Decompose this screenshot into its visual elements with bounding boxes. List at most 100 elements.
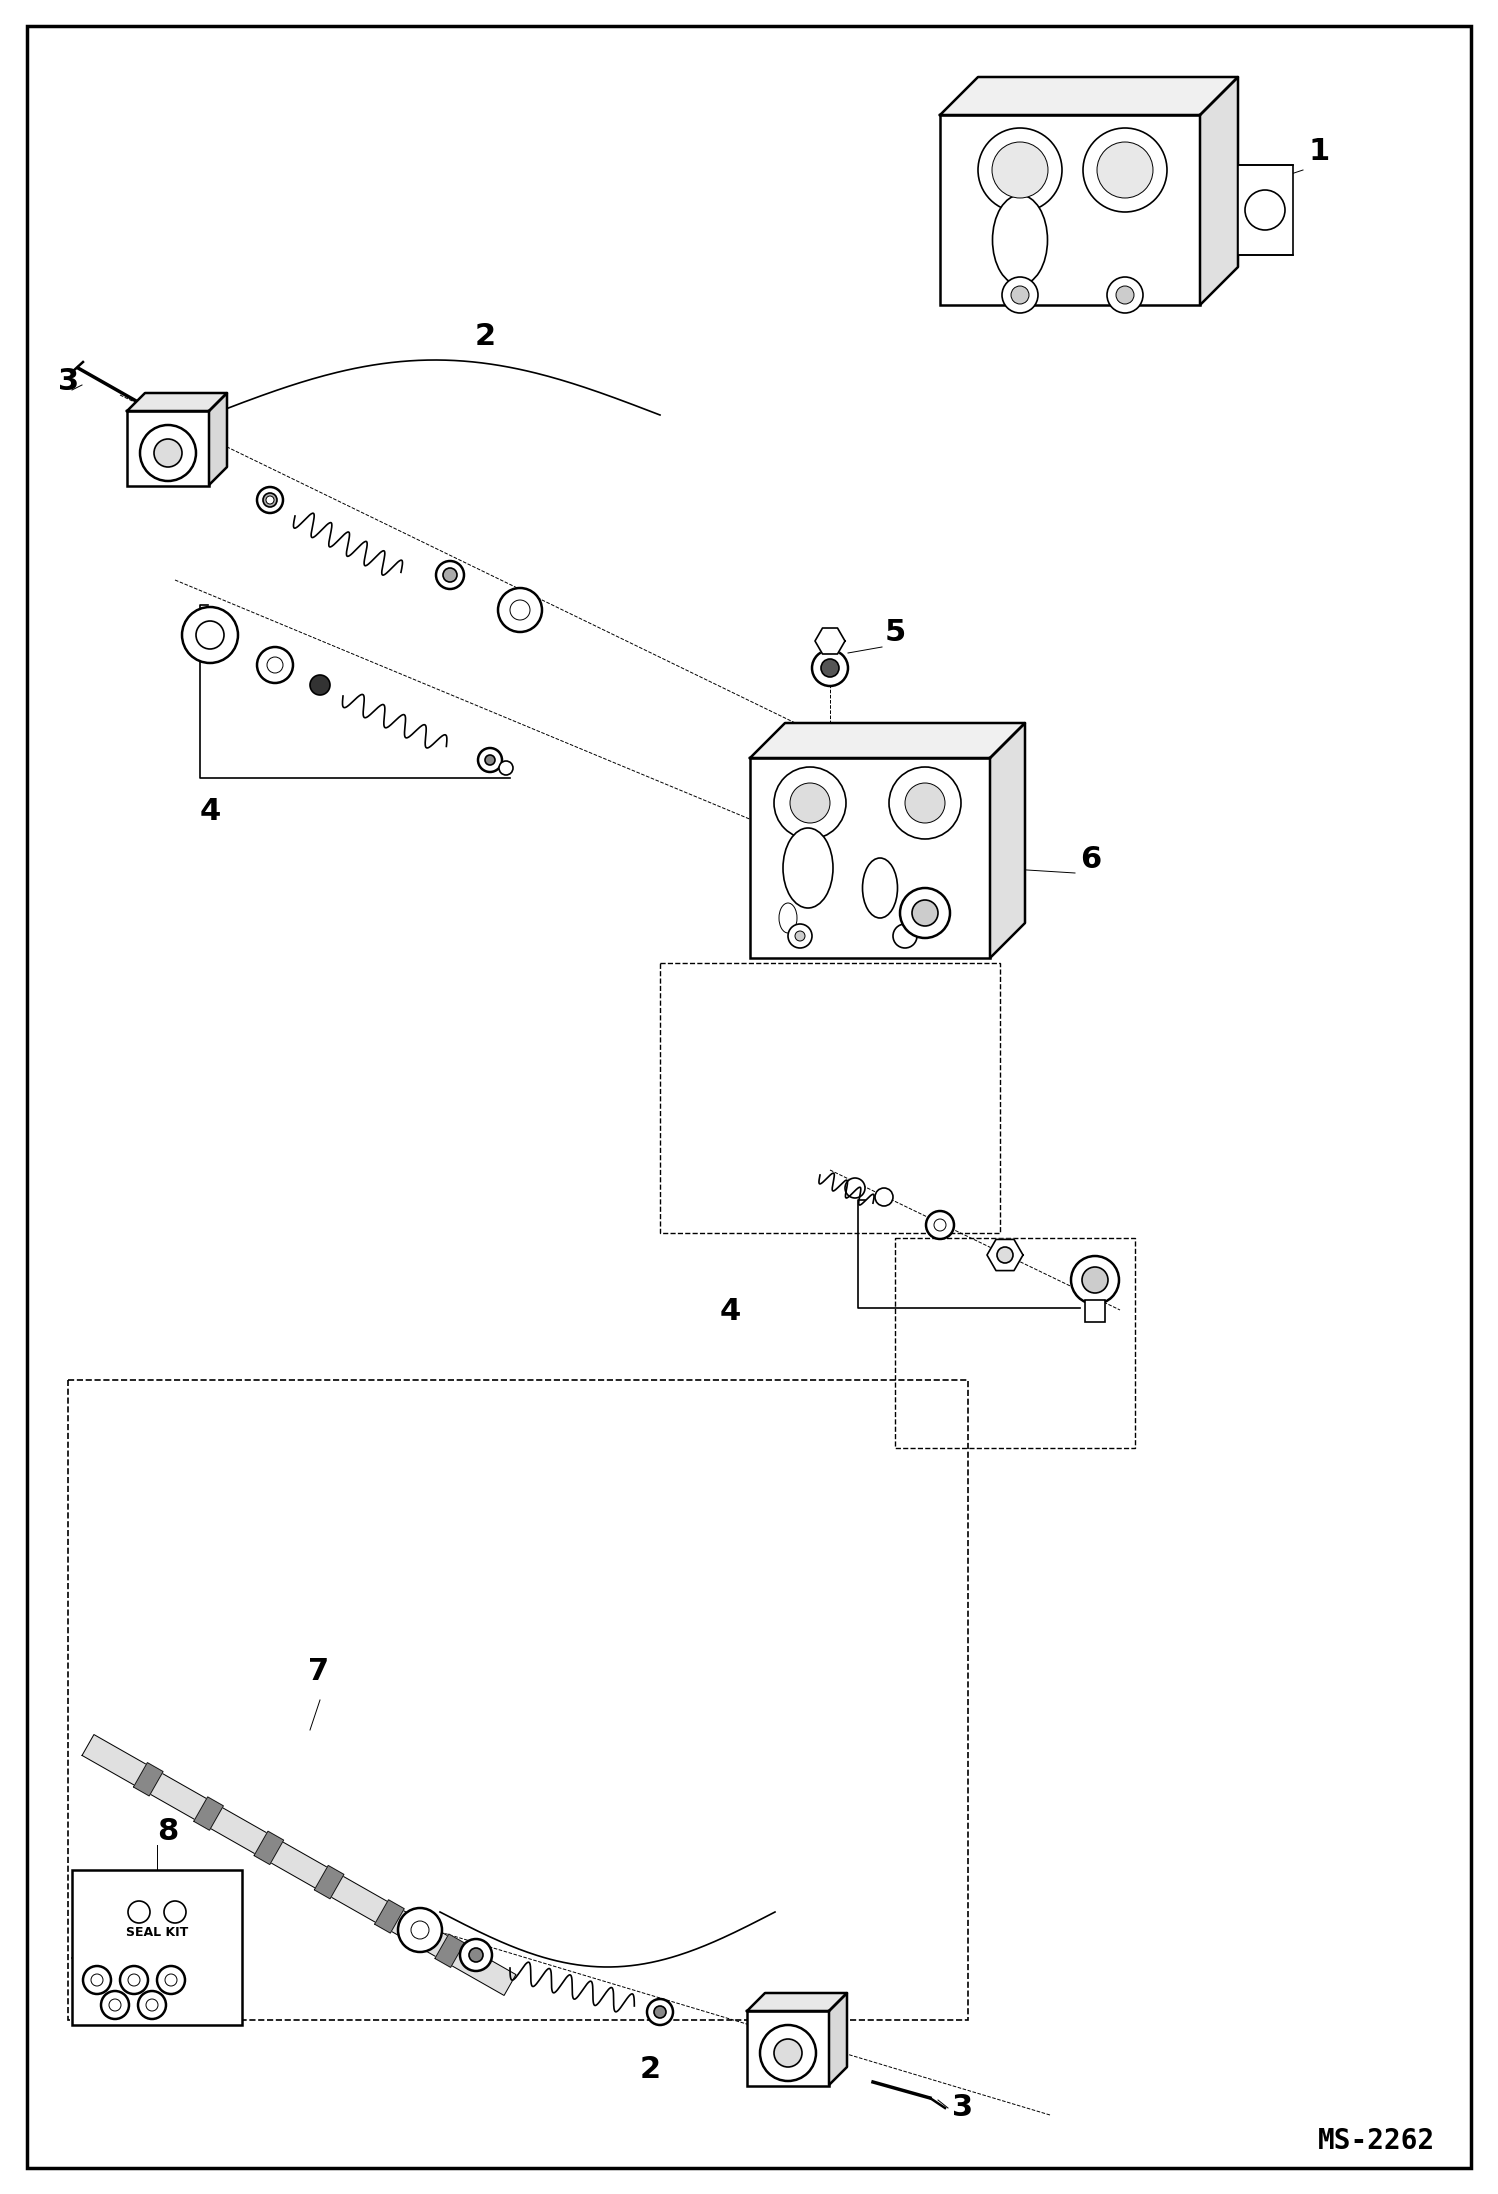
Bar [1237,165,1293,255]
Text: MS-2262: MS-2262 [1318,2126,1435,2155]
Text: 8: 8 [157,1817,178,1845]
Bar [748,2012,828,2086]
Polygon shape [374,1900,404,1933]
Circle shape [978,127,1062,213]
Polygon shape [255,1832,283,1865]
Text: 3: 3 [58,366,79,395]
Circle shape [127,1900,150,1922]
Circle shape [789,783,830,823]
Circle shape [905,783,945,823]
Circle shape [258,647,294,682]
Polygon shape [990,724,1025,959]
Text: 2: 2 [475,323,496,351]
Polygon shape [193,1797,223,1830]
Circle shape [163,1900,186,1922]
Circle shape [795,930,804,941]
Bar [72,1869,243,2025]
Circle shape [310,676,330,695]
Circle shape [900,889,950,939]
Circle shape [139,426,196,480]
Polygon shape [941,77,1237,114]
Circle shape [165,1975,177,1986]
Polygon shape [434,1935,464,1968]
Circle shape [1245,191,1285,230]
Circle shape [912,900,938,926]
Polygon shape [82,1735,515,1994]
Text: 4: 4 [721,1297,742,1325]
Circle shape [410,1922,428,1939]
Circle shape [788,924,812,948]
Bar [750,757,990,959]
Circle shape [264,494,277,507]
Circle shape [82,1966,111,1994]
Circle shape [258,487,283,513]
Circle shape [145,1999,157,2012]
Bar [894,1237,1135,1448]
Circle shape [443,568,457,581]
Bar [1085,1301,1106,1323]
Ellipse shape [993,195,1047,285]
Circle shape [398,1909,442,1953]
Circle shape [497,588,542,632]
Polygon shape [828,1992,846,2084]
Circle shape [267,496,274,505]
Text: 1: 1 [1308,136,1329,167]
Circle shape [478,748,502,772]
Circle shape [1082,1266,1109,1292]
Circle shape [1071,1255,1119,1303]
Circle shape [499,761,512,774]
Circle shape [138,1990,166,2018]
Circle shape [91,1975,103,1986]
Bar [127,410,210,487]
Circle shape [821,658,839,678]
Circle shape [509,599,530,621]
Circle shape [157,1966,184,1994]
Text: 7: 7 [309,1656,330,1685]
Circle shape [1097,143,1153,197]
Ellipse shape [779,904,797,932]
Circle shape [196,621,225,649]
Text: 5: 5 [885,619,906,647]
Circle shape [647,1999,673,2025]
Circle shape [1083,127,1167,213]
Circle shape [845,1178,864,1198]
Circle shape [127,1975,139,1986]
Circle shape [774,768,846,838]
Polygon shape [815,627,845,654]
Circle shape [759,2025,816,2080]
Polygon shape [133,1762,163,1797]
Circle shape [933,1220,947,1231]
Text: 3: 3 [953,2093,974,2122]
Polygon shape [987,1240,1023,1270]
Circle shape [893,924,917,948]
Circle shape [460,1939,491,1970]
Bar [67,1380,968,2021]
Ellipse shape [783,827,833,908]
Circle shape [992,143,1049,197]
Polygon shape [1200,77,1237,305]
Circle shape [120,1966,148,1994]
Circle shape [1002,276,1038,314]
Polygon shape [315,1865,345,1898]
Text: 6: 6 [1080,845,1101,873]
Circle shape [485,755,494,766]
Circle shape [888,768,962,838]
Polygon shape [127,393,228,410]
Circle shape [436,562,464,588]
Circle shape [812,649,848,687]
Polygon shape [748,1992,846,2012]
Circle shape [181,608,238,663]
Circle shape [267,656,283,674]
Circle shape [774,2038,801,2067]
Bar [661,963,1001,1233]
Text: 4: 4 [201,796,222,825]
Polygon shape [750,724,1025,757]
Text: 2: 2 [640,2056,661,2084]
Bar [941,114,1200,305]
Circle shape [1116,285,1134,305]
Circle shape [655,2005,667,2018]
Circle shape [100,1990,129,2018]
Circle shape [154,439,181,467]
Ellipse shape [863,858,897,917]
Circle shape [1011,285,1029,305]
